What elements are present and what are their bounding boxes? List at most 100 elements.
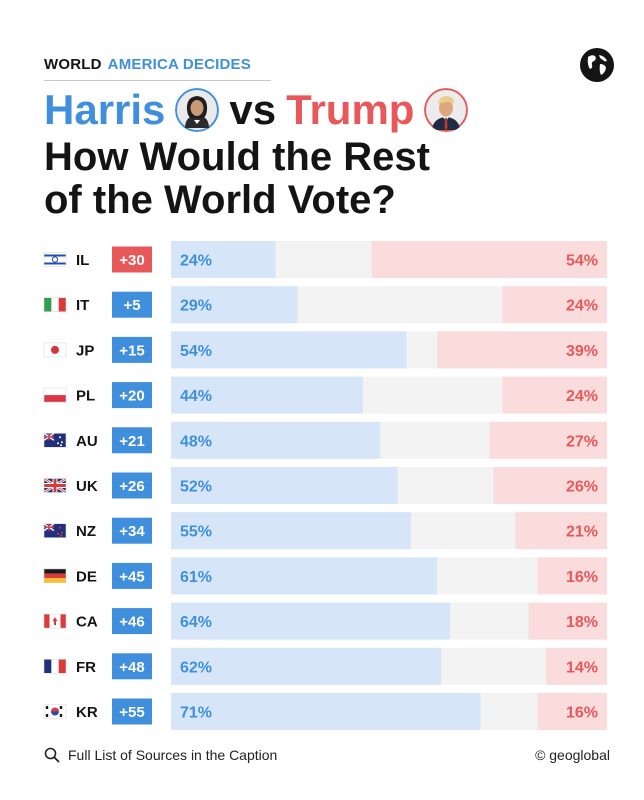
- flag-star: [59, 436, 61, 439]
- harris-bar: [171, 241, 276, 278]
- country-code: JP: [76, 342, 94, 359]
- breadcrumb-section[interactable]: AMERICA DECIDES: [107, 56, 251, 73]
- harris-value-label: 44%: [180, 388, 212, 405]
- trump-bar: [528, 602, 607, 640]
- flag-disc: [51, 345, 59, 354]
- flag-leaf: [52, 617, 58, 626]
- country-code: FR: [76, 659, 96, 676]
- chart-row-il: IL +30 24% 54%: [43, 241, 607, 278]
- country-code: AU: [76, 433, 98, 450]
- harris-bar: [171, 331, 407, 369]
- trump-bar: [537, 693, 607, 730]
- flag-icon: [43, 568, 67, 584]
- country-code: KR: [76, 704, 98, 721]
- flag-border: [43, 568, 67, 584]
- flag-border: [43, 387, 67, 403]
- trump-value-label: 26%: [566, 479, 598, 496]
- flag-icon: [43, 613, 67, 629]
- trump-value-label: 27%: [566, 433, 598, 450]
- country-code: PL: [76, 388, 95, 405]
- trump-bar: [545, 647, 607, 685]
- flag-border: [43, 297, 67, 313]
- flag-star: [60, 444, 62, 447]
- trump-bar: [502, 376, 607, 414]
- flag-band: [44, 614, 50, 629]
- flag-band: [44, 578, 66, 583]
- flag-star: [59, 526, 61, 529]
- harris-title: Harris: [44, 86, 166, 133]
- flag-taegeuk: [51, 707, 59, 712]
- harris-value-label: 29%: [180, 298, 212, 315]
- flag-band: [58, 659, 66, 674]
- margin-badge: [112, 336, 152, 363]
- flag-icon: [43, 523, 67, 539]
- trump-value-label: 24%: [566, 298, 598, 315]
- margin-label: +15: [119, 342, 144, 359]
- page-subtitle: How Would the Rest of the World Vote?: [44, 136, 430, 222]
- breadcrumb-world[interactable]: WORLD: [44, 56, 102, 73]
- margin-badge: [112, 608, 152, 635]
- flag-border: [43, 613, 67, 629]
- harris-value-label: 55%: [180, 524, 212, 541]
- flag-band: [44, 254, 66, 257]
- margin-badge: [112, 427, 152, 454]
- chart-row-au: AU +21 48% 27%: [43, 421, 607, 459]
- flag-icon: [43, 432, 67, 448]
- flag-icon: [43, 342, 67, 358]
- chart-row-nz: NZ +34 55% 21%: [43, 512, 607, 550]
- margin-label: +21: [119, 433, 144, 450]
- page-title: Harris vs Trump: [44, 84, 469, 136]
- harris-value-label: 64%: [180, 614, 212, 631]
- harris-bar: [171, 512, 411, 550]
- margin-badge: [112, 472, 152, 499]
- trump-bar: [493, 467, 607, 504]
- margin-badge: [112, 382, 152, 409]
- harris-bar: [171, 557, 437, 595]
- flag-star: [60, 534, 62, 537]
- chart-row-pl: PL +20 44% 24%: [43, 376, 607, 414]
- trump-bar: [489, 421, 607, 459]
- chart-row-ca: CA +46 64% 18%: [43, 602, 607, 640]
- flag-band: [44, 568, 66, 574]
- harris-value-label: 54%: [180, 343, 212, 360]
- flag-border: [43, 252, 67, 267]
- flag-band: [44, 262, 66, 265]
- margin-label: +55: [119, 704, 144, 721]
- trump-value-label: 18%: [566, 614, 598, 631]
- margin-badge: [112, 246, 152, 273]
- harris-bar: [171, 467, 398, 504]
- margin-label: +45: [119, 568, 144, 585]
- trump-value-label: 39%: [566, 343, 598, 360]
- flag-border: [43, 523, 67, 539]
- flag-star: [51, 256, 59, 263]
- flag-border: [43, 432, 67, 448]
- flag-border: [43, 658, 67, 674]
- flag-band: [60, 614, 66, 629]
- trump-bar: [515, 512, 607, 550]
- chart-row-kr: KR +55 71% 16%: [43, 693, 607, 730]
- country-code: NZ: [76, 523, 96, 540]
- flag-star: [61, 441, 63, 444]
- globe-icon: [580, 48, 614, 82]
- flag-band: [44, 297, 52, 312]
- harris-bar: [171, 647, 442, 685]
- harris-value-label: 71%: [180, 705, 212, 722]
- flag-icon: [43, 387, 67, 403]
- margin-label: +46: [119, 614, 144, 631]
- harris-bar: [171, 376, 363, 414]
- margin-label: +48: [119, 659, 144, 676]
- margin-label: +34: [119, 523, 145, 540]
- harris-bar: [171, 421, 381, 459]
- flag-star: [57, 532, 59, 535]
- country-code: UK: [76, 478, 98, 495]
- chart-row-it: IT +5 29% 24%: [43, 286, 607, 324]
- flag-taegeuk: [51, 711, 59, 716]
- margin-badge: [112, 291, 152, 318]
- harris-value-label: 62%: [180, 659, 212, 676]
- country-code: DE: [76, 568, 97, 585]
- breadcrumb: WORLD AMERICA DECIDES: [44, 56, 251, 73]
- trump-value-label: 54%: [566, 253, 598, 270]
- flag-icon: [43, 704, 67, 719]
- chart-row-uk: UK +26 52% 26%: [43, 467, 607, 504]
